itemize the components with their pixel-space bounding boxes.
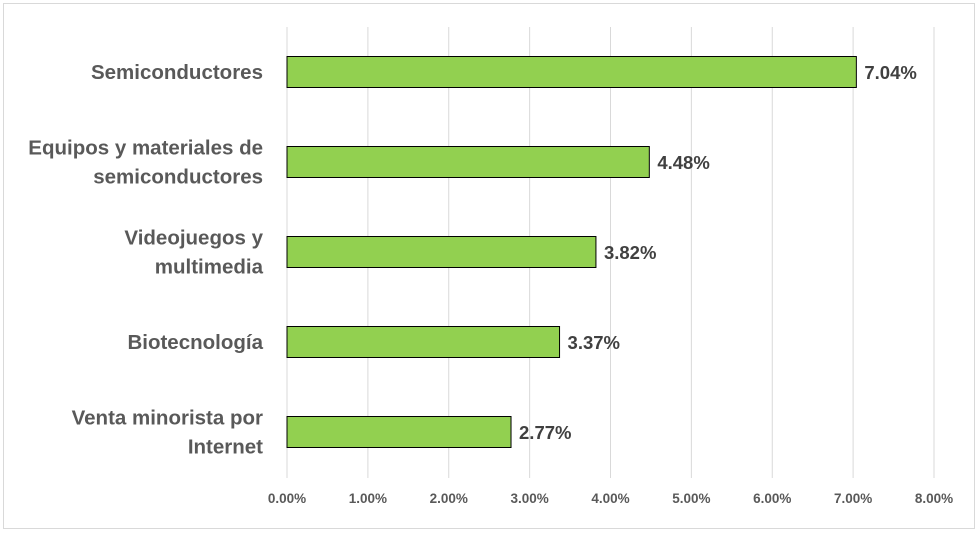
category-label-line: multimedia: [155, 256, 264, 279]
category-label-line: semiconductores: [93, 166, 263, 189]
bar: [286, 56, 857, 88]
x-tick-label: 1.00%: [349, 491, 387, 506]
x-tick-label: 4.00%: [591, 491, 629, 506]
data-label: 7.04%: [864, 62, 916, 83]
x-tick-label: 7.00%: [834, 491, 872, 506]
category-label: Semiconductores: [91, 61, 263, 84]
gridlines: [286, 27, 935, 478]
bar: [286, 236, 597, 268]
category-label-line: Equipos y materiales de: [28, 137, 263, 160]
data-label: 2.77%: [519, 422, 571, 443]
labels: 0.00% 1.00% 2.00% 3.00% 4.00% 5.00% 6.00% 7.00%…: [28, 61, 953, 506]
category-label: Equipos y materiales de semiconductores: [28, 137, 263, 189]
bar: [286, 416, 512, 448]
data-label: 3.82%: [604, 242, 656, 263]
bar: [286, 326, 561, 358]
category-label-line: Biotecnología: [127, 331, 263, 354]
bar: [286, 146, 650, 178]
x-tick-label: 2.00%: [430, 491, 468, 506]
x-tick-label: 3.00%: [510, 491, 548, 506]
x-tick-label: 0.00%: [268, 491, 306, 506]
category-label: Videojuegos y multimedia: [124, 227, 263, 279]
category-label-line: Semiconductores: [91, 61, 263, 84]
category-label-line: Venta minorista por: [72, 407, 263, 430]
x-tick-label: 5.00%: [672, 491, 710, 506]
x-tick-label: 6.00%: [753, 491, 791, 506]
category-label: Biotecnología: [127, 331, 263, 354]
category-label-line: Videojuegos y: [124, 227, 263, 250]
x-tick-label: 8.00%: [915, 491, 953, 506]
category-label: Venta minorista por Internet: [72, 407, 264, 459]
bars: [286, 56, 857, 448]
data-label: 4.48%: [657, 152, 709, 173]
category-label-line: Internet: [188, 436, 263, 459]
data-label: 3.37%: [568, 332, 620, 353]
